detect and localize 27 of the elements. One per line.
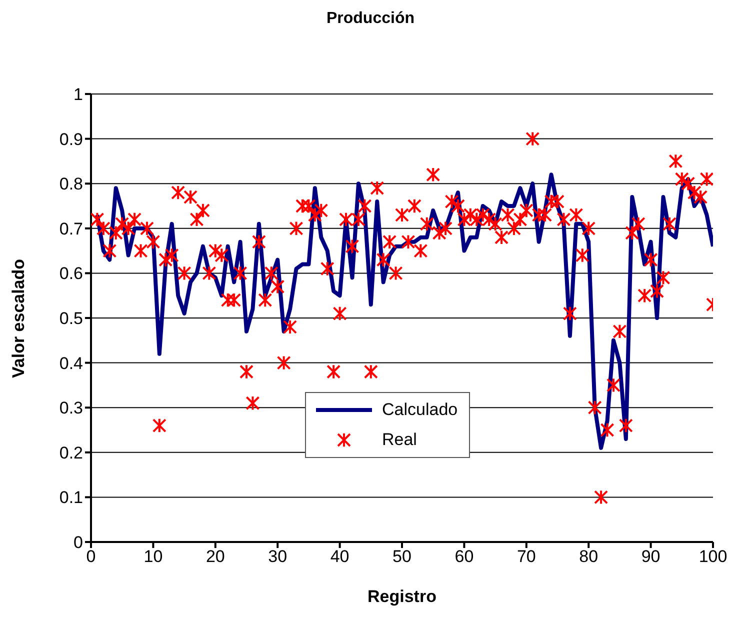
- legend-label: Calculado: [382, 400, 458, 420]
- y-tick-label: 0.3: [59, 398, 83, 418]
- x-tick-label: 70: [516, 547, 536, 566]
- x-tick-label: 100: [698, 547, 728, 566]
- x-tick-label: 80: [579, 547, 598, 566]
- y-tick-label: 0.6: [59, 264, 83, 284]
- x-tick-label: 60: [454, 547, 474, 566]
- x-tick-label: 30: [268, 547, 288, 566]
- y-tick-label: 0.9: [59, 130, 83, 149]
- x-tick-label: 20: [206, 547, 225, 566]
- y-tick-label: 0.2: [59, 443, 83, 462]
- x-tick-label: 90: [641, 547, 660, 566]
- y-tick-label: 0.1: [59, 488, 83, 508]
- x-tick-label: 0: [86, 547, 96, 566]
- chart-title: Producción: [325, 10, 416, 28]
- y-tick-label: 0.4: [59, 354, 83, 373]
- x-axis-title: Registro: [368, 587, 436, 606]
- y-tick-label: 0: [74, 533, 83, 552]
- y-tick-label: 0.8: [59, 174, 83, 194]
- legend-label: Real: [382, 430, 417, 450]
- x-tick-label: 40: [330, 547, 350, 566]
- x-tick-label: 50: [392, 547, 412, 566]
- y-axis-title: Valor escalado: [9, 258, 28, 378]
- y-tick-label: 0.5: [59, 309, 83, 328]
- x-tick-label: 10: [144, 547, 163, 566]
- y-tick-label: 1: [74, 85, 83, 104]
- y-tick-label: 0.7: [59, 219, 83, 238]
